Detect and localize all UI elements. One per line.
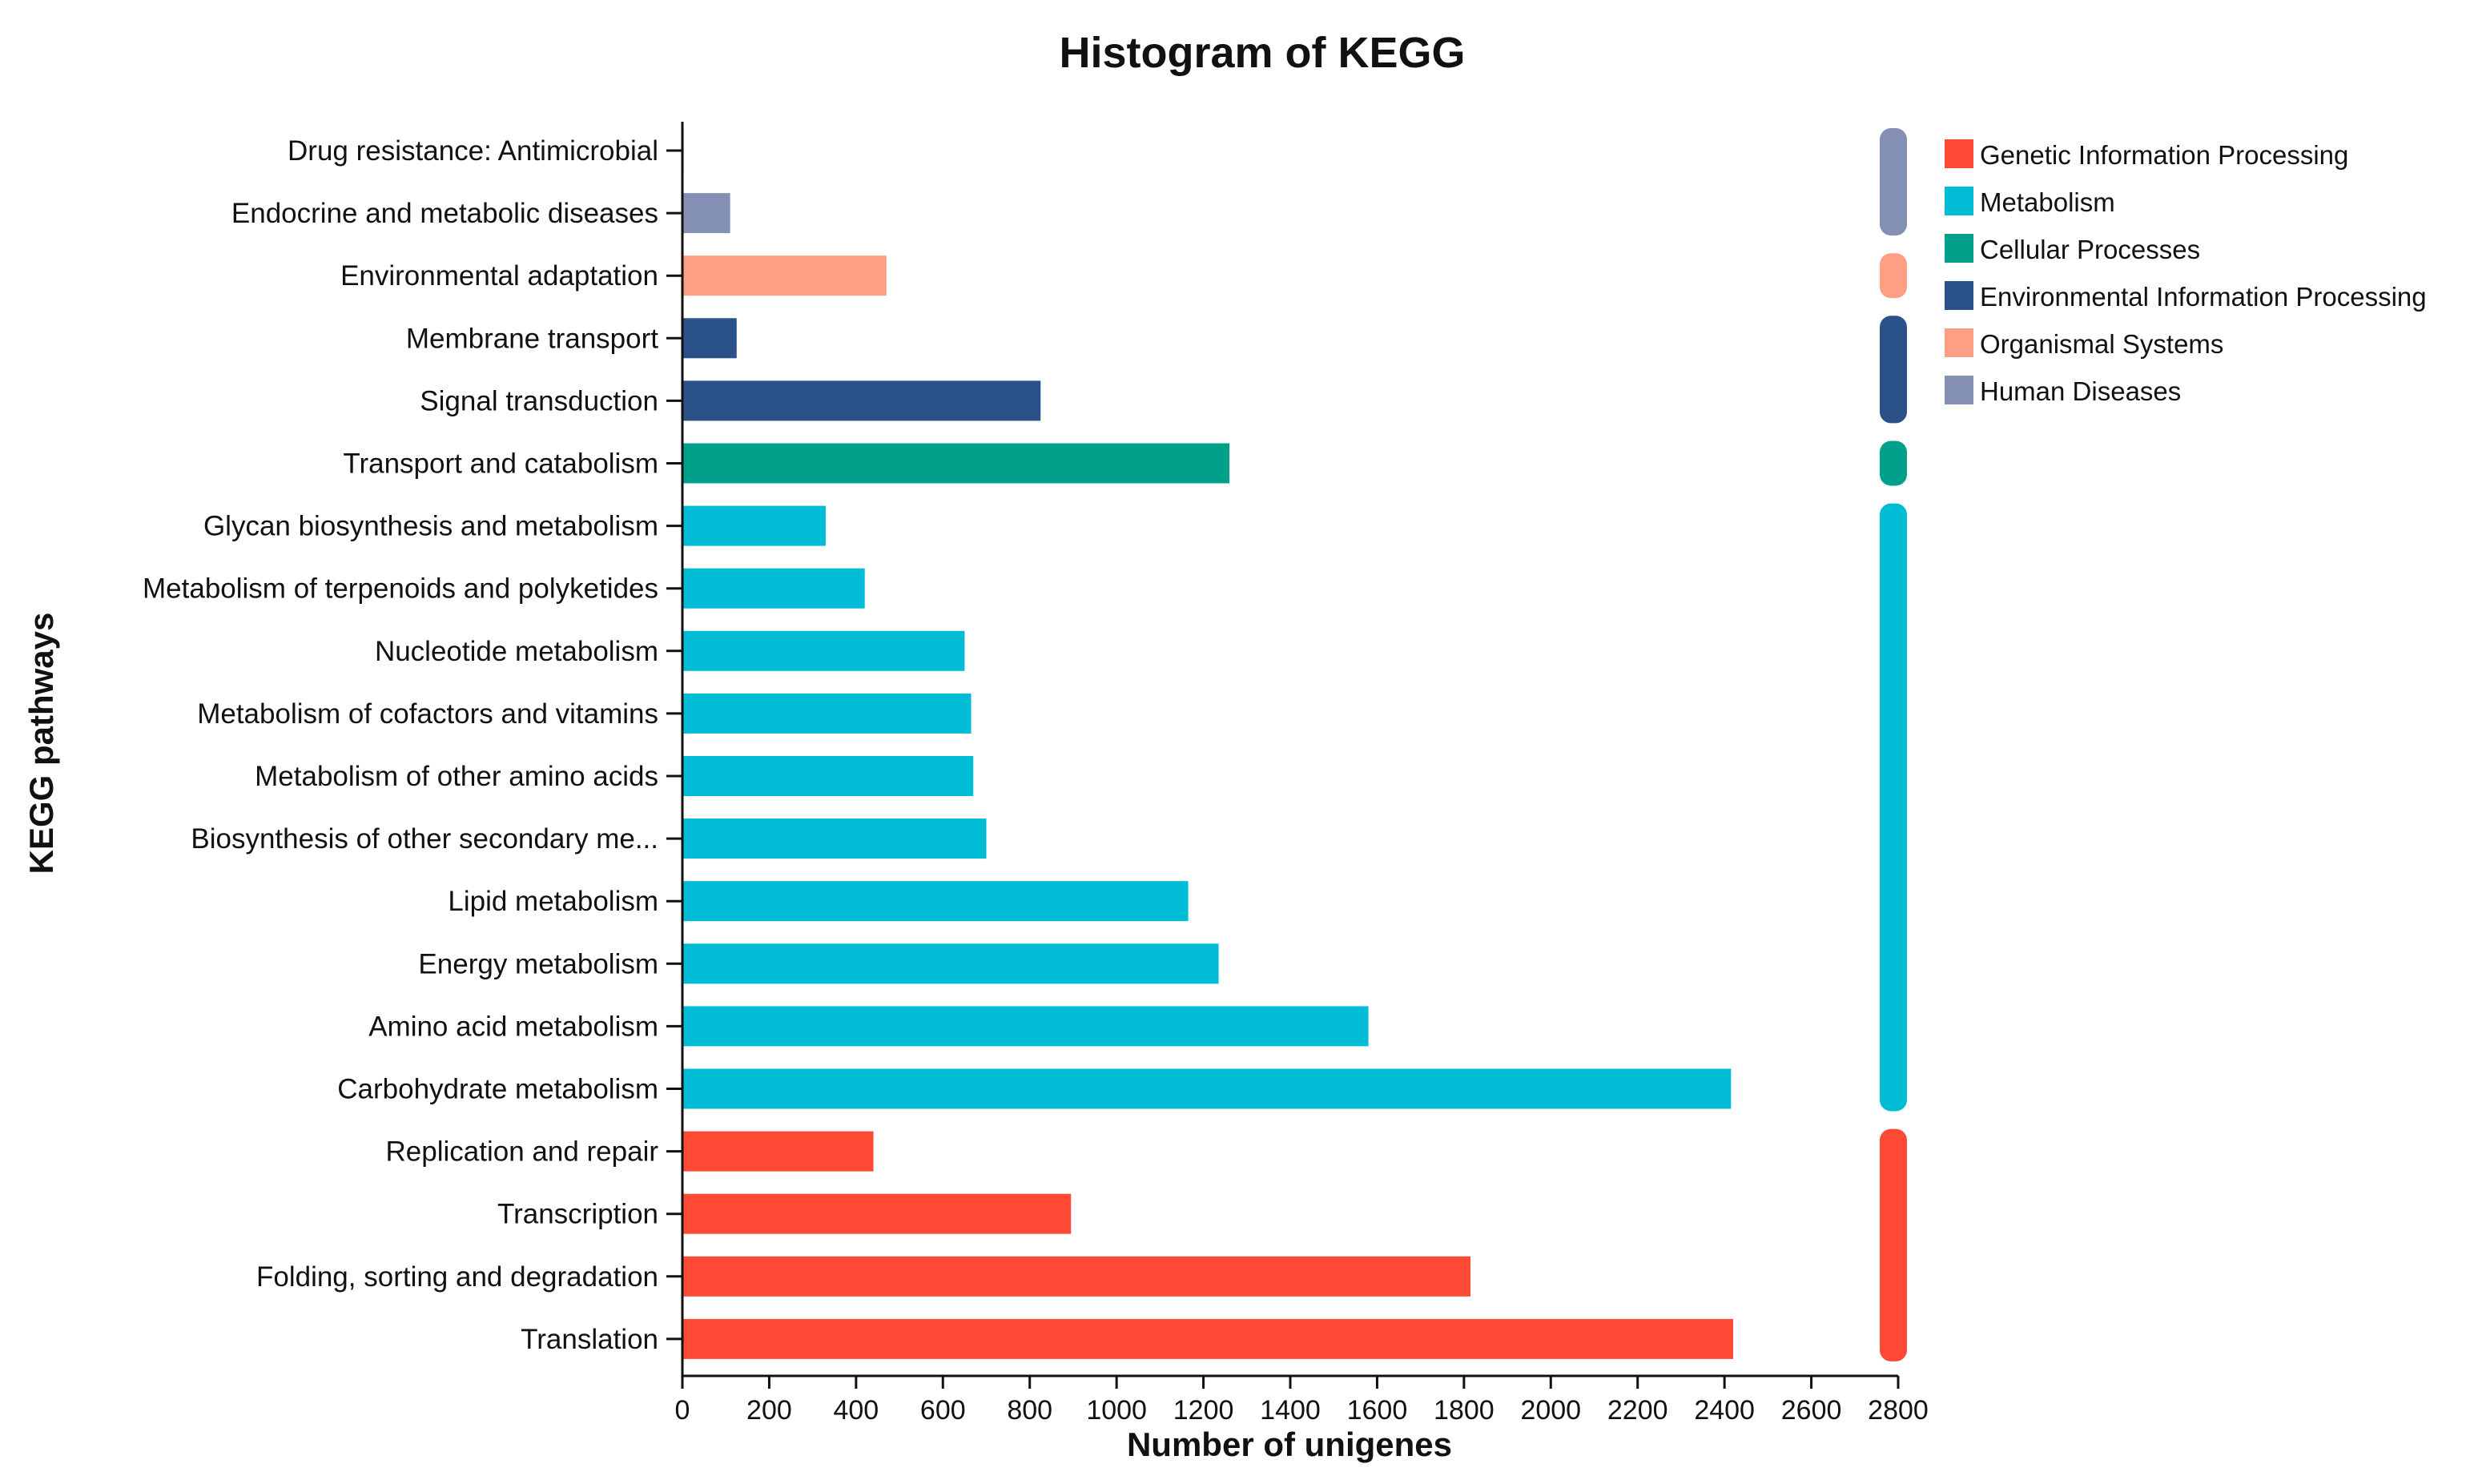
category-label: Carbohydrate metabolism <box>337 1074 658 1105</box>
x-tick-label: 2400 <box>1694 1395 1755 1426</box>
x-tick-label: 800 <box>1007 1395 1052 1426</box>
x-tick-label: 1600 <box>1347 1395 1408 1426</box>
category-label: Glycan biosynthesis and metabolism <box>203 511 658 542</box>
group-strip-genetic-information-processing <box>1880 1128 1907 1361</box>
x-tick-label: 0 <box>675 1395 690 1426</box>
legend-label-environmental-information-processing: Environmental Information Processing <box>1980 282 2427 312</box>
x-tick-label: 2600 <box>1781 1395 1842 1426</box>
legend-swatch-organismal-systems <box>1945 328 1973 357</box>
legend-label-human-diseases: Human Diseases <box>1980 376 2181 406</box>
x-axis-title: Number of unigenes <box>1127 1426 1452 1463</box>
bar-endocrine-and-metabolic-diseases <box>682 193 730 234</box>
category-label: Transcription <box>497 1199 658 1230</box>
x-tick-label: 1400 <box>1260 1395 1321 1426</box>
x-tick-label: 1200 <box>1173 1395 1234 1426</box>
bar-signal-transduction <box>682 380 1041 421</box>
bar-replication-and-repair <box>682 1131 874 1172</box>
bar-environmental-adaptation <box>682 255 887 296</box>
category-label: Replication and repair <box>386 1136 659 1168</box>
category-label: Metabolism of terpenoids and polyketides <box>143 573 658 605</box>
legend-label-cellular-processes: Cellular Processes <box>1980 235 2200 264</box>
bar-membrane-transport <box>682 318 737 359</box>
bar-nucleotide-metabolism <box>682 630 965 671</box>
bar-lipid-metabolism <box>682 881 1189 922</box>
bar-metabolism-of-cofactors-and-vitamins <box>682 693 972 734</box>
group-strip-organismal-systems <box>1880 253 1907 299</box>
bar-glycan-biosynthesis-and-metabolism <box>682 505 826 546</box>
bar-transport-and-catabolism <box>682 443 1230 484</box>
legend-label-genetic-information-processing: Genetic Information Processing <box>1980 140 2348 170</box>
bar-translation <box>682 1318 1733 1359</box>
x-tick-label: 2800 <box>1868 1395 1929 1426</box>
group-strip-metabolism <box>1880 503 1907 1112</box>
category-label: Drug resistance: Antimicrobial <box>288 135 658 167</box>
x-tick-label: 2000 <box>1520 1395 1581 1426</box>
x-tick-label: 1800 <box>1434 1395 1494 1426</box>
bar-energy-metabolism <box>682 943 1219 984</box>
category-label: Environmental adaptation <box>340 260 658 292</box>
category-label: Lipid metabolism <box>448 886 658 917</box>
legend-swatch-metabolism <box>1945 187 1973 215</box>
legend-swatch-genetic-information-processing <box>1945 139 1973 168</box>
category-label: Transport and catabolism <box>343 448 658 480</box>
x-tick-label: 600 <box>920 1395 966 1426</box>
bar-folding-sorting-and-degradation <box>682 1256 1470 1297</box>
bar-amino-acid-metabolism <box>682 1006 1369 1047</box>
category-label: Amino acid metabolism <box>368 1011 658 1042</box>
y-axis-title: KEGG pathways <box>22 613 60 875</box>
category-label: Folding, sorting and degradation <box>256 1261 658 1293</box>
category-label: Signal transduction <box>420 385 658 416</box>
group-strip-human-diseases <box>1880 128 1907 236</box>
x-tick-label: 200 <box>746 1395 792 1426</box>
legend-swatch-cellular-processes <box>1945 234 1973 263</box>
group-strip-environmental-information-processing <box>1880 316 1907 424</box>
bar-biosynthesis-of-other-secondary-me <box>682 818 987 859</box>
bar-carbohydrate-metabolism <box>682 1068 1732 1109</box>
x-tick-label: 2200 <box>1607 1395 1668 1426</box>
bar-transcription <box>682 1193 1072 1234</box>
legend-label-organismal-systems: Organismal Systems <box>1980 329 2223 359</box>
legend-swatch-human-diseases <box>1945 376 1973 404</box>
category-label: Nucleotide metabolism <box>375 636 658 667</box>
legend-label-metabolism: Metabolism <box>1980 187 2115 217</box>
x-tick-label: 1000 <box>1086 1395 1147 1426</box>
category-label: Biosynthesis of other secondary me... <box>191 823 658 855</box>
legend-swatch-environmental-information-processing <box>1945 281 1973 310</box>
bar-metabolism-of-terpenoids-and-polyketides <box>682 568 865 609</box>
x-tick-label: 400 <box>833 1395 879 1426</box>
category-label: Endocrine and metabolic diseases <box>231 198 658 229</box>
category-label: Metabolism of other amino acids <box>255 761 658 792</box>
category-label: Metabolism of cofactors and vitamins <box>197 698 658 730</box>
chart-title: Histogram of KEGG <box>1059 29 1465 77</box>
category-label: Translation <box>521 1324 658 1355</box>
bar-metabolism-of-other-amino-acids <box>682 756 974 796</box>
group-strip-cellular-processes <box>1880 440 1907 486</box>
category-label: Membrane transport <box>406 323 658 354</box>
category-label: Energy metabolism <box>418 948 658 979</box>
